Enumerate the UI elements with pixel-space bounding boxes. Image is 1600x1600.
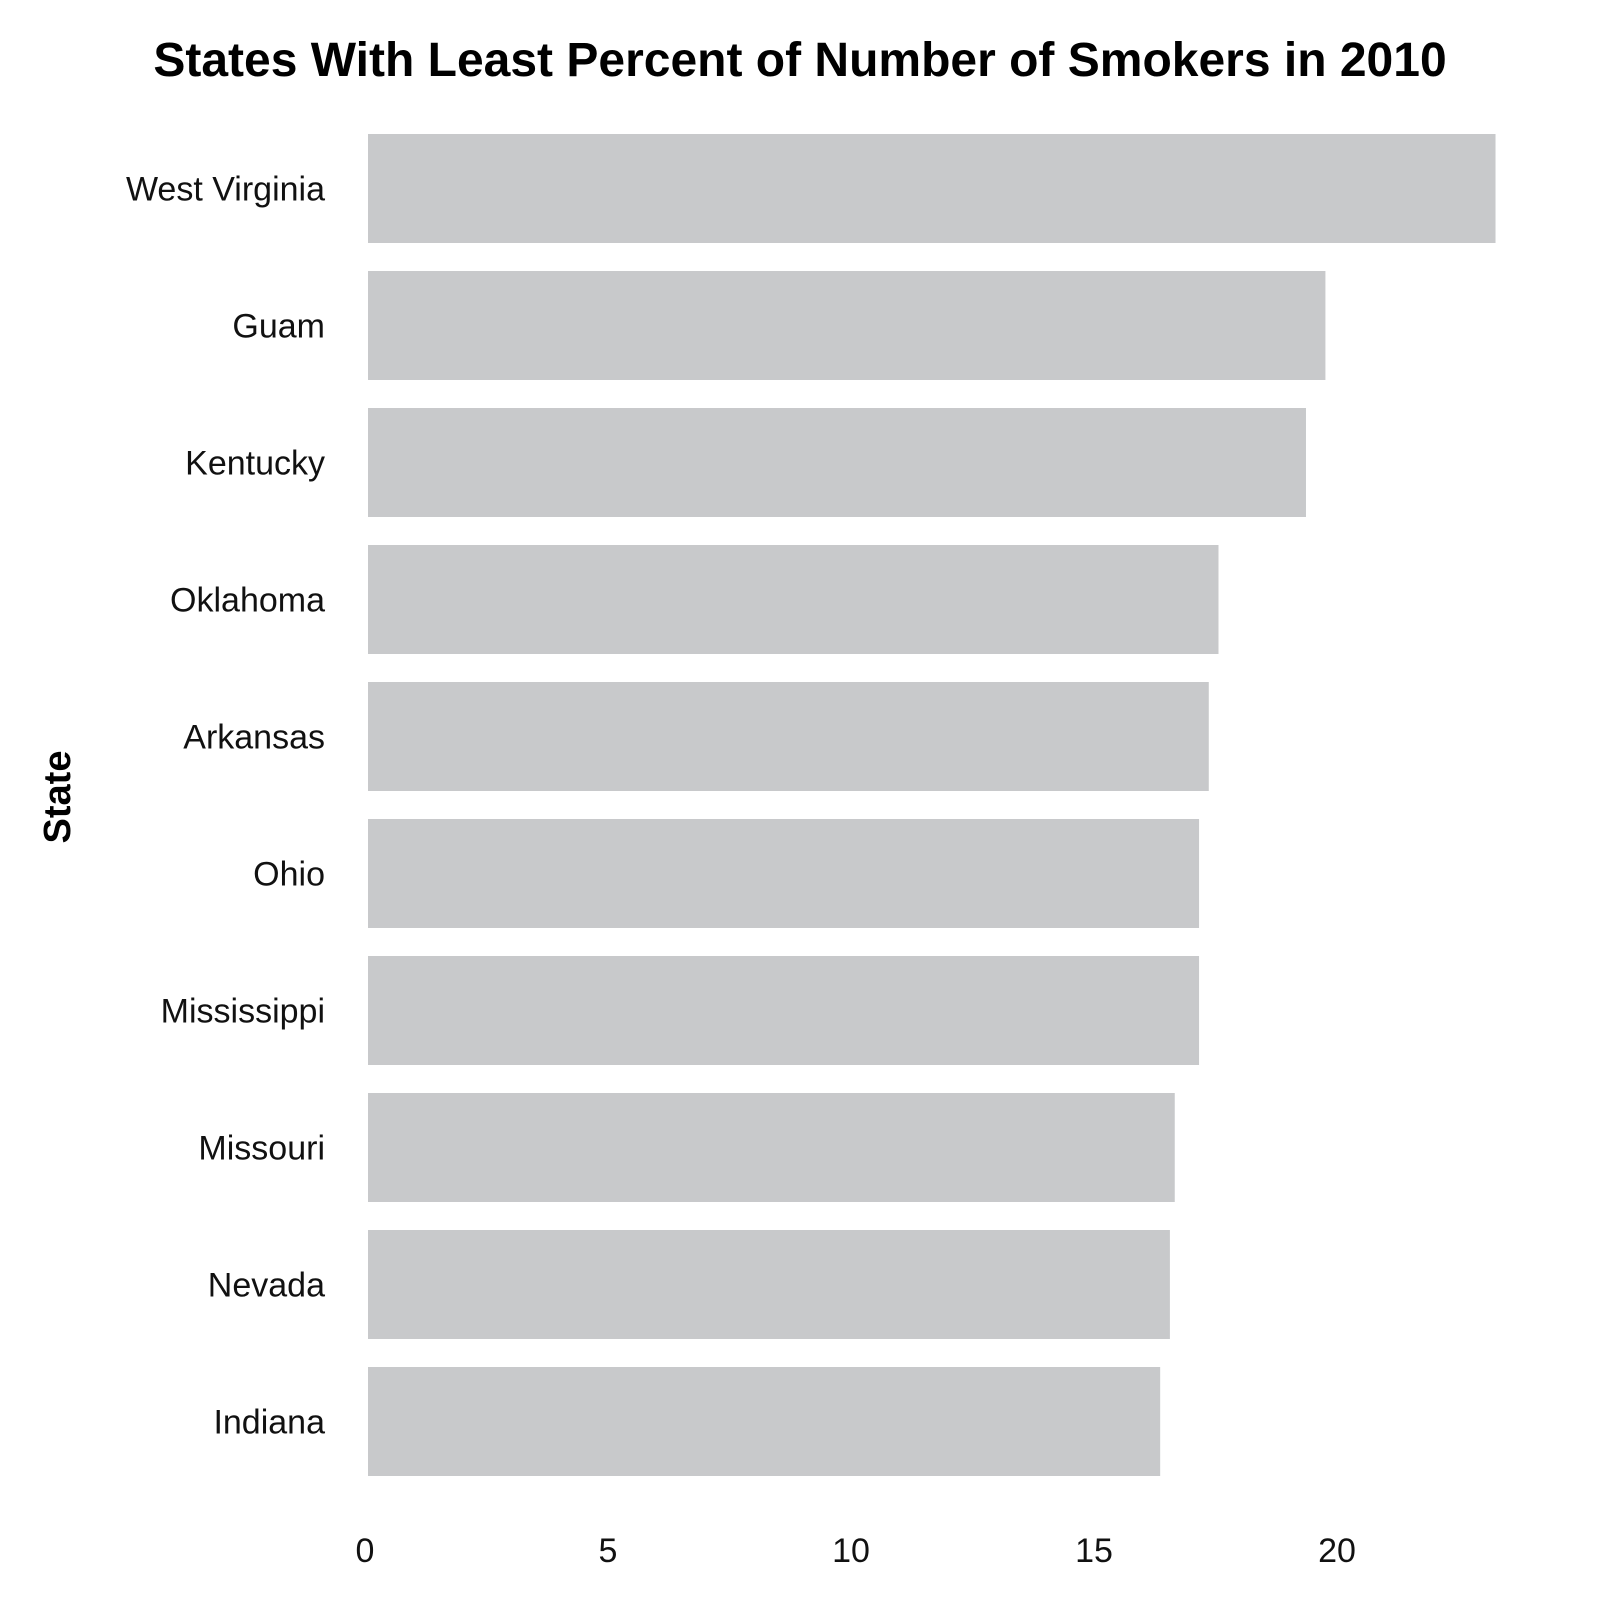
category-label-oklahoma: Oklahoma — [170, 582, 325, 620]
category-label-nevada: Nevada — [208, 1267, 325, 1305]
bar-west-virginia — [368, 134, 1496, 243]
bar-guam — [368, 271, 1326, 380]
bar-mississippi — [368, 956, 1200, 1065]
bar-ohio — [368, 819, 1200, 928]
category-label-mississippi: Mississippi — [161, 993, 325, 1031]
bar-arkansas — [368, 682, 1209, 791]
x-tick-label-20: 20 — [1318, 1532, 1356, 1570]
category-label-ohio: Ohio — [253, 856, 325, 894]
category-label-missouri: Missouri — [198, 1130, 325, 1168]
x-tick-label-0: 0 — [356, 1532, 375, 1570]
category-label-arkansas: Arkansas — [183, 719, 325, 757]
bar-oklahoma — [368, 545, 1219, 654]
category-labels: West Virginia Guam Kentucky Oklahoma Arkansa… — [126, 171, 325, 1442]
bar-kentucky — [368, 408, 1306, 517]
chart-title: States With Least Percent of Number of S… — [153, 34, 1446, 87]
x-tick-label-15: 15 — [1075, 1532, 1113, 1570]
bar-missouri — [368, 1093, 1175, 1202]
category-label-west-virginia: West Virginia — [126, 171, 325, 209]
x-axis-ticks: 0 5 10 15 20 — [356, 1532, 1356, 1570]
x-tick-label-5: 5 — [599, 1532, 618, 1570]
category-label-indiana: Indiana — [213, 1404, 325, 1442]
category-label-guam: Guam — [232, 308, 325, 346]
bar-nevada — [368, 1230, 1170, 1339]
bars-group — [368, 134, 1496, 1476]
bar-indiana — [368, 1367, 1161, 1476]
x-tick-label-10: 10 — [832, 1532, 870, 1570]
category-label-kentucky: Kentucky — [185, 445, 325, 483]
y-axis-label: State — [37, 751, 79, 844]
